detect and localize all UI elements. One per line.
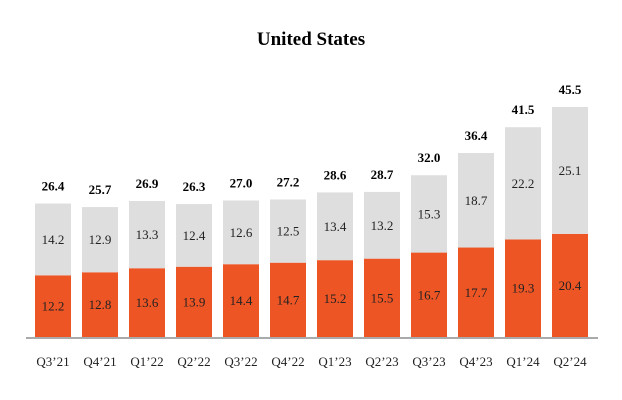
bar-segment-0-6 — [317, 260, 353, 337]
total-label-6: 28.6 — [324, 167, 347, 182]
segment-value-label-1-7: 13.2 — [371, 218, 394, 233]
bar-segment-0-5 — [270, 262, 306, 337]
bar-segment-1-3 — [176, 204, 212, 267]
bar-segment-1-6 — [317, 192, 353, 261]
segment-value-label-1-11: 25.1 — [559, 163, 582, 178]
x-tick-label-5: Q4’22 — [271, 354, 304, 369]
total-label-11: 45.5 — [559, 82, 582, 97]
bar-segment-1-5 — [270, 199, 306, 263]
segment-value-label-1-5: 12.5 — [277, 224, 300, 239]
segment-value-label-1-1: 12.9 — [89, 232, 112, 247]
segment-value-label-0-10: 19.3 — [512, 281, 535, 296]
segment-value-label-0-4: 14.4 — [230, 293, 253, 308]
bar-segment-1-7 — [364, 191, 400, 259]
segment-value-label-0-8: 16.7 — [418, 287, 441, 302]
segment-value-label-0-2: 13.6 — [136, 295, 159, 310]
x-tick-label-8: Q3’23 — [412, 354, 445, 369]
bar-segment-1-11 — [552, 107, 588, 234]
segment-value-label-1-10: 22.2 — [512, 176, 535, 191]
total-label-3: 26.3 — [183, 179, 206, 194]
bar-segment-1-0 — [35, 203, 71, 276]
bar-segment-0-7 — [364, 258, 400, 337]
segment-value-label-0-5: 14.7 — [277, 292, 300, 307]
x-tick-label-11: Q2’24 — [553, 354, 587, 369]
segment-value-label-1-2: 13.3 — [136, 227, 159, 242]
x-tick-label-3: Q2’22 — [177, 354, 210, 369]
bar-segment-0-10 — [505, 239, 541, 337]
segment-value-label-0-0: 12.2 — [42, 299, 65, 314]
x-tick-label-6: Q1’23 — [318, 354, 351, 369]
x-tick-label-10: Q1’24 — [506, 354, 540, 369]
x-tick-labels: Q3’21 Q4’21 Q1’22 Q2’22 Q3’22 Q4’22 Q1’23 Q2’23… — [36, 354, 587, 369]
bar-segment-1-1 — [82, 207, 118, 273]
bar-segment-0-8 — [411, 252, 447, 337]
total-label-5: 27.2 — [277, 175, 300, 190]
chart-title: United States — [257, 29, 365, 50]
bar-segment-0-2 — [129, 268, 165, 337]
total-label-7: 28.7 — [371, 167, 394, 182]
x-tick-label-0: Q3’21 — [36, 354, 69, 369]
segment-value-label-1-8: 15.3 — [418, 206, 441, 221]
segment-value-label-1-0: 14.2 — [42, 232, 65, 247]
total-label-9: 36.4 — [465, 128, 488, 143]
total-label-8: 32.0 — [418, 150, 441, 165]
bar-segment-1-2 — [129, 201, 165, 269]
segment-value-label-0-7: 15.5 — [371, 290, 394, 305]
bar-segment-1-4 — [223, 200, 259, 265]
segment-value-label-1-6: 13.4 — [324, 219, 347, 234]
x-tick-label-9: Q4’23 — [459, 354, 492, 369]
bar-segment-1-8 — [411, 175, 447, 253]
bar-segment-0-1 — [82, 272, 118, 337]
segment-value-label-0-3: 13.9 — [183, 294, 206, 309]
x-tick-label-4: Q3’22 — [224, 354, 257, 369]
x-tick-label-1: Q4’21 — [83, 354, 116, 369]
bar-segment-1-9 — [458, 153, 494, 248]
total-label-0: 26.4 — [42, 179, 65, 194]
segment-value-label-0-1: 12.8 — [89, 297, 112, 312]
segment-value-label-0-9: 17.7 — [465, 285, 488, 300]
x-tick-label-2: Q1’22 — [130, 354, 163, 369]
segment-value-label-0-11: 20.4 — [559, 278, 582, 293]
bars-group: 12.2 14.2 26.4 12.8 12.9 25.7 13.6 13.3 26.9 13.9… — [35, 82, 588, 337]
bar-segment-0-4 — [223, 264, 259, 337]
segment-value-label-1-3: 12.4 — [183, 228, 206, 243]
bar-segment-0-3 — [176, 266, 212, 337]
bar-segment-0-0 — [35, 275, 71, 337]
segment-value-label-0-6: 15.2 — [324, 291, 347, 306]
total-label-4: 27.0 — [230, 176, 253, 191]
total-label-1: 25.7 — [89, 182, 112, 197]
bar-segment-0-9 — [458, 247, 494, 337]
total-label-2: 26.9 — [136, 176, 159, 191]
segment-value-label-1-4: 12.6 — [230, 225, 253, 240]
bar-segment-1-10 — [505, 127, 541, 240]
bar-segment-0-11 — [552, 233, 588, 337]
segment-value-label-1-9: 18.7 — [465, 193, 488, 208]
total-label-10: 41.5 — [512, 102, 535, 117]
x-tick-label-7: Q2’23 — [365, 354, 398, 369]
